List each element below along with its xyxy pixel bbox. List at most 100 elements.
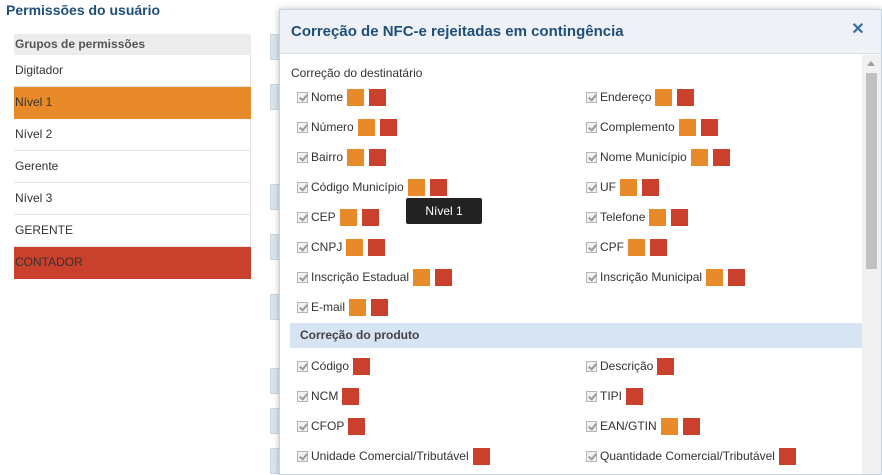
scrollbar-thumb[interactable] <box>866 73 877 269</box>
group-item[interactable]: Gerente <box>14 151 251 183</box>
field-label: CEP <box>311 210 336 224</box>
group-item[interactable]: CONTADOR <box>14 247 251 279</box>
permission-square-red[interactable] <box>342 387 360 405</box>
field-checkbox[interactable] <box>586 211 597 223</box>
field-checkbox[interactable] <box>586 360 597 372</box>
field-checkbox[interactable] <box>297 450 308 462</box>
permission-square-red[interactable] <box>682 417 700 435</box>
scrollbar[interactable] <box>862 55 881 474</box>
permission-square-orange[interactable] <box>655 88 673 106</box>
field-label: CFOP <box>311 419 345 433</box>
field-checkbox[interactable] <box>297 360 308 372</box>
field-checkbox[interactable] <box>586 121 597 133</box>
field-label: EAN/GTIN <box>600 419 657 433</box>
scroll-up-arrow-icon[interactable] <box>867 61 875 66</box>
permission-square-orange[interactable] <box>346 238 364 256</box>
field-label: CPF <box>600 240 624 254</box>
permission-square-red[interactable] <box>650 238 667 256</box>
field-label: Bairro <box>311 150 344 164</box>
field-checkbox[interactable] <box>586 271 597 283</box>
field-label: Telefone <box>600 210 646 224</box>
permission-square-orange[interactable] <box>349 298 367 316</box>
permission-square-red[interactable] <box>361 208 379 226</box>
field-label: TIPI <box>600 389 623 403</box>
permission-field: E-mail <box>297 298 393 316</box>
field-checkbox[interactable] <box>586 241 597 253</box>
field-checkbox[interactable] <box>297 301 308 313</box>
field-label: NCM <box>311 389 339 403</box>
permission-square-red[interactable] <box>429 178 447 196</box>
field-checkbox[interactable] <box>297 91 308 103</box>
permission-square-red[interactable] <box>728 268 746 286</box>
permission-square-red[interactable] <box>369 148 387 166</box>
permission-square-orange[interactable] <box>660 417 678 435</box>
permission-square-orange[interactable] <box>413 268 431 286</box>
permission-field: CEP <box>297 208 384 226</box>
field-checkbox[interactable] <box>297 121 308 133</box>
permission-square-red[interactable] <box>353 357 371 375</box>
permission-square-red[interactable] <box>642 178 659 196</box>
field-checkbox[interactable] <box>297 241 308 253</box>
permission-square-orange[interactable] <box>347 88 365 106</box>
field-label: UF <box>600 180 616 194</box>
field-label: Complemento <box>600 120 675 134</box>
permission-square-red[interactable] <box>348 417 366 435</box>
permission-square-red[interactable] <box>778 447 796 465</box>
permission-square-red[interactable] <box>700 118 718 136</box>
group-item[interactable]: Nível 3 <box>14 183 251 215</box>
permission-square-orange[interactable] <box>339 208 357 226</box>
field-checkbox[interactable] <box>297 151 308 163</box>
group-item[interactable]: Nível 1 <box>14 87 251 119</box>
close-x-icon[interactable]: ✕ <box>851 21 865 38</box>
modal-title: Correção de NFC-e rejeitadas em contingê… <box>291 23 624 40</box>
permission-field: Inscrição Municipal <box>586 268 750 286</box>
permission-square-orange[interactable] <box>407 178 425 196</box>
permission-square-red[interactable] <box>435 268 453 286</box>
permission-square-orange[interactable] <box>628 238 645 256</box>
field-checkbox[interactable] <box>586 390 597 402</box>
permission-square-red[interactable] <box>712 148 730 166</box>
permission-square-orange[interactable] <box>347 148 365 166</box>
field-checkbox[interactable] <box>297 211 308 223</box>
permission-square-red[interactable] <box>369 88 387 106</box>
group-item[interactable]: Nível 2 <box>14 119 251 151</box>
field-label: Nome <box>311 90 344 104</box>
field-checkbox[interactable] <box>297 390 308 402</box>
field-checkbox[interactable] <box>586 181 597 193</box>
permission-square-red[interactable] <box>379 118 397 136</box>
field-checkbox[interactable] <box>297 420 308 432</box>
field-label: Código Município <box>311 180 404 194</box>
permission-square-orange[interactable] <box>690 148 708 166</box>
permission-square-red[interactable] <box>626 387 644 405</box>
permission-square-red[interactable] <box>657 357 675 375</box>
section-produto: Correção do produto <box>290 323 863 348</box>
field-checkbox[interactable] <box>297 271 308 283</box>
nfce-correction-modal: Correção de NFC-e rejeitadas em contingê… <box>279 9 882 475</box>
field-checkbox[interactable] <box>586 91 597 103</box>
permission-square-orange[interactable] <box>706 268 724 286</box>
permission-square-orange[interactable] <box>649 208 667 226</box>
field-label: Inscrição Municipal <box>600 270 703 284</box>
permission-square-red[interactable] <box>371 298 389 316</box>
group-item[interactable]: GERENTE <box>14 215 251 247</box>
permission-field: Nome Município <box>586 148 735 166</box>
permission-field: Código <box>297 357 375 375</box>
field-checkbox[interactable] <box>586 151 597 163</box>
permission-field: CPF <box>586 238 672 256</box>
permission-square-red[interactable] <box>472 447 490 465</box>
permission-square-orange[interactable] <box>357 118 375 136</box>
field-checkbox[interactable] <box>586 420 597 432</box>
permission-field: Bairro <box>297 148 391 166</box>
modal-body: Correção do destinatário Correção do pro… <box>280 55 864 474</box>
group-item[interactable]: Digitador <box>14 55 251 87</box>
field-label: Código <box>311 359 350 373</box>
permission-square-red[interactable] <box>677 88 695 106</box>
permission-square-orange[interactable] <box>678 118 696 136</box>
field-checkbox[interactable] <box>297 181 308 193</box>
permission-square-orange[interactable] <box>620 178 637 196</box>
permission-square-red[interactable] <box>368 238 386 256</box>
permission-field: Complemento <box>586 118 723 136</box>
field-label: E-mail <box>311 300 346 314</box>
permission-square-red[interactable] <box>671 208 689 226</box>
field-checkbox[interactable] <box>586 450 597 462</box>
